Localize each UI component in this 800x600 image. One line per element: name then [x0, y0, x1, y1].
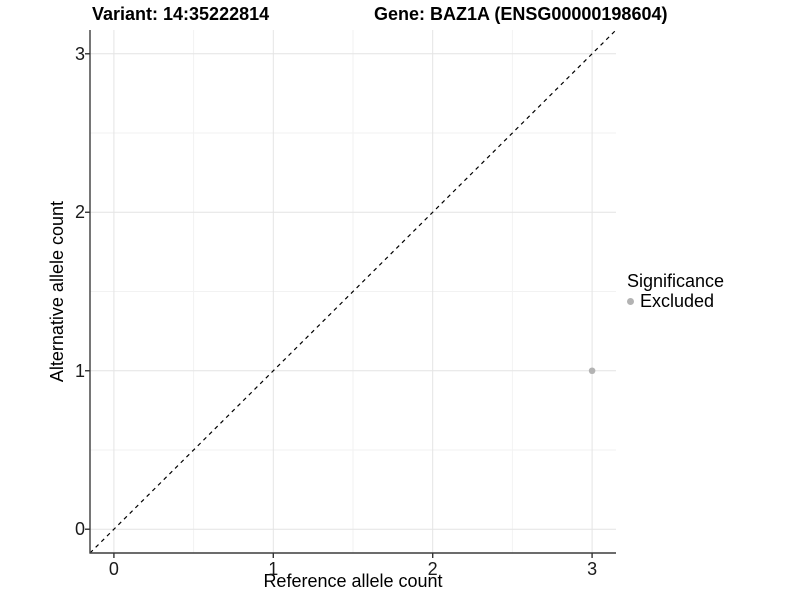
legend-item-excluded: Excluded [627, 292, 724, 311]
x-tick-label: 0 [108, 559, 119, 579]
excluded-point-icon [627, 298, 634, 305]
y-axis-title-box: Alternative allele count [44, 30, 70, 553]
data-point [588, 367, 596, 375]
x-tick-label: 1 [268, 559, 279, 579]
legend-title: Significance [627, 271, 725, 291]
plot-title-gene: Gene: BAZ1A (ENSG00000198604) [374, 4, 668, 24]
x-axis-title: Reference allele count [263, 571, 443, 591]
y-tick-label: 2 [74, 202, 85, 223]
plot-title-variant: Variant: 14:35222814 [92, 4, 270, 24]
identity-line [89, 29, 617, 554]
y-tick-label: 1 [74, 360, 85, 381]
legend: Significance Excluded [627, 271, 724, 311]
y-tick-label: 0 [74, 519, 85, 540]
y-tick-label: 3 [74, 43, 85, 64]
x-tick-label: 2 [427, 559, 438, 579]
legend-item-label: Excluded [640, 291, 715, 311]
y-axis-title: Alternative allele count [46, 200, 67, 383]
x-tick-label: 3 [587, 559, 598, 579]
